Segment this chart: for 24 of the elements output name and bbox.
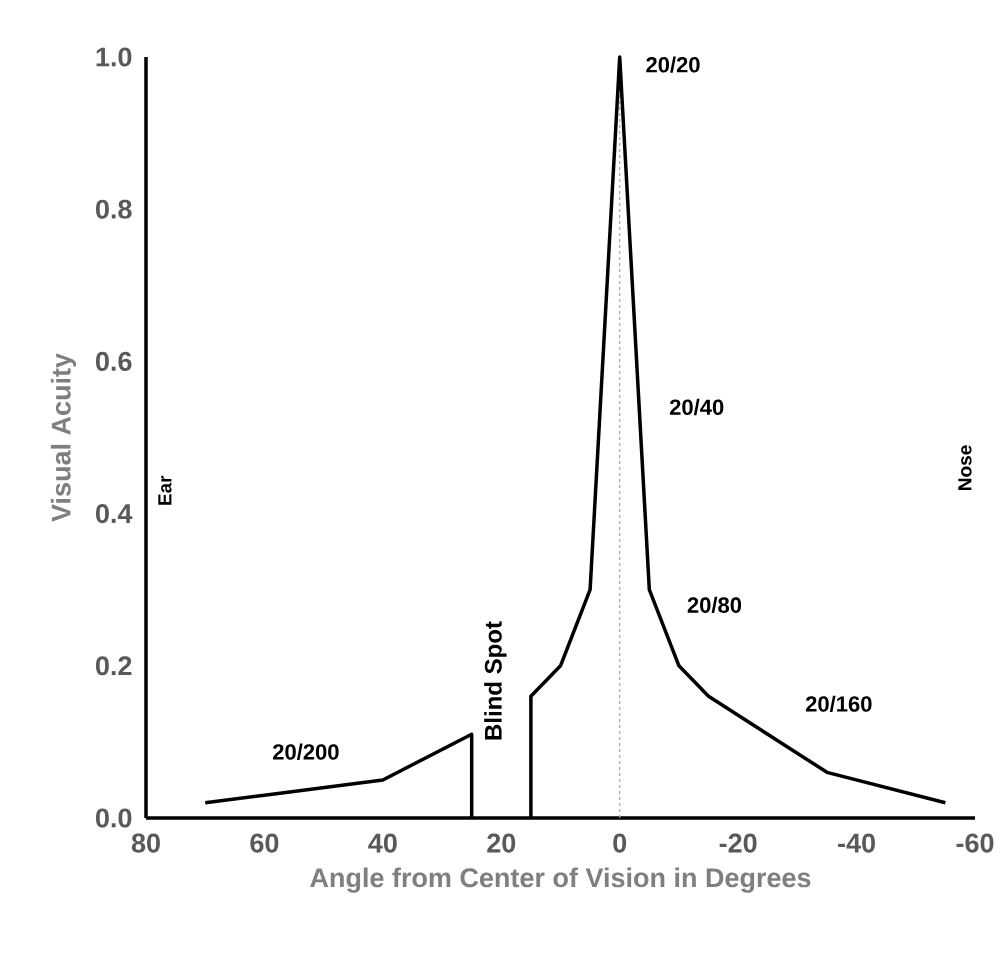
- y-axis-title: Visual Acuity: [50, 353, 77, 522]
- x-tick-label: -60: [956, 833, 994, 853]
- annotation: 20/80: [687, 596, 742, 614]
- x-tick-label: 40: [368, 833, 397, 853]
- y-tick-label: 1.0: [96, 47, 132, 67]
- y-tick-label: 0.6: [95, 351, 132, 371]
- x-tick-label: 20: [487, 833, 516, 853]
- x-axis-title: Angle from Center of Vision in Degrees: [310, 867, 811, 893]
- x-tick-label: -20: [719, 833, 757, 853]
- x-tick-label: 0: [613, 833, 627, 853]
- y-tick-label: 0.0: [95, 808, 132, 828]
- annotation: 20/200: [273, 743, 339, 760]
- x-tick-label: -40: [838, 833, 875, 853]
- x-tick-label: 60: [250, 833, 279, 853]
- y-tick-label: 0.2: [95, 656, 132, 676]
- annotation: 20/20: [646, 56, 700, 73]
- y-tick-label: 0.8: [95, 199, 132, 219]
- y-tick-label: 0.4: [95, 504, 133, 524]
- annotation: 20/40: [669, 398, 724, 416]
- annotation: Nose: [958, 445, 972, 490]
- annotation: 20/160: [805, 695, 872, 713]
- annotation: Blind Spot: [484, 621, 507, 740]
- annotation: Ear: [158, 475, 172, 505]
- x-tick-label: 80: [131, 833, 160, 853]
